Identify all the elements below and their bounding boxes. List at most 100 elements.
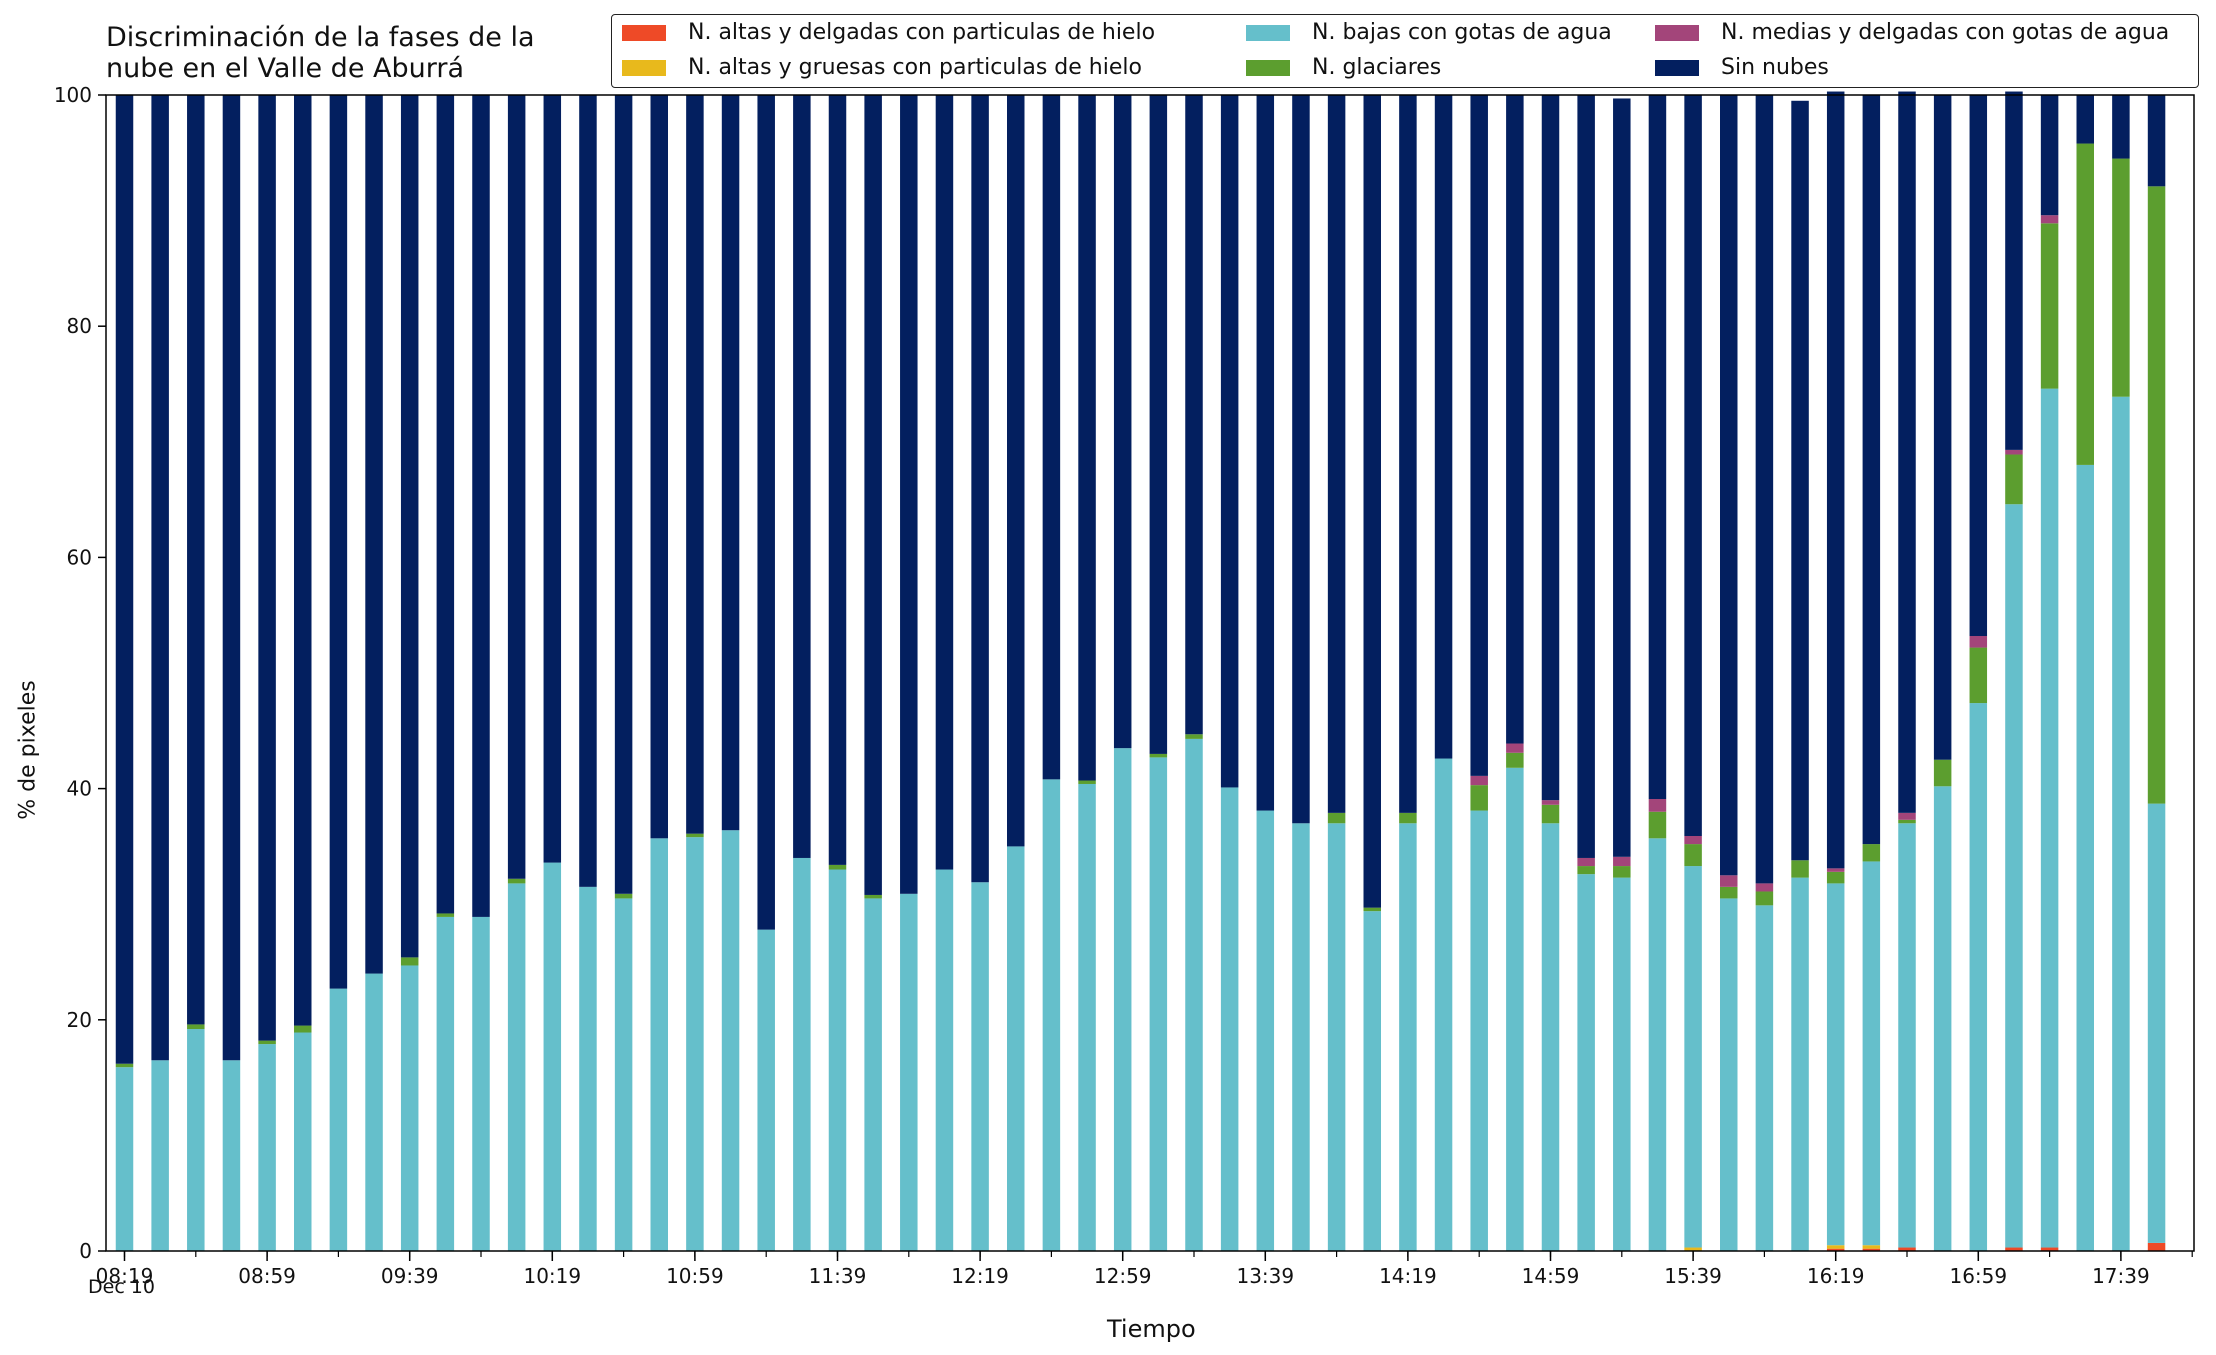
bar-segment bbox=[294, 1025, 312, 1033]
bar-segment bbox=[472, 95, 490, 917]
bar-segment bbox=[935, 869, 954, 1251]
bar-segment bbox=[1648, 838, 1667, 1251]
x-tick-label: 17:39 bbox=[2092, 1264, 2150, 1288]
bar-segment bbox=[1684, 866, 1702, 1248]
bar-segment bbox=[294, 1032, 312, 1251]
bar-segment bbox=[1826, 1248, 1845, 1251]
bar-segment bbox=[2040, 388, 2059, 1248]
x-tick-label: 16:19 bbox=[1807, 1264, 1865, 1288]
legend-item-sin-nubes: Sin nubes bbox=[1655, 55, 1829, 80]
bar-segment bbox=[1648, 811, 1667, 839]
x-tick-label: 12:19 bbox=[951, 1264, 1009, 1288]
x-tick-label: 14:59 bbox=[1522, 1264, 1580, 1288]
bar-segment bbox=[2005, 504, 2023, 1248]
bar-segment bbox=[686, 95, 704, 834]
bar-segment bbox=[614, 898, 633, 1251]
bar-segment bbox=[2147, 186, 2166, 804]
y-tick-label: 40 bbox=[67, 777, 92, 801]
bar-segment bbox=[2112, 158, 2130, 397]
bar-segment bbox=[1042, 95, 1061, 780]
x-tick-label: 10:59 bbox=[666, 1264, 724, 1288]
bar-segment bbox=[1755, 905, 1774, 1251]
bar-segment bbox=[2040, 1247, 2059, 1251]
bar-segment bbox=[1506, 743, 1524, 753]
bar-segment bbox=[1826, 883, 1845, 1246]
bar-segment bbox=[329, 988, 348, 1251]
bar-segment bbox=[1898, 812, 1916, 820]
bar-segment bbox=[1506, 752, 1524, 768]
bar-segment bbox=[1292, 95, 1310, 824]
bar-segment bbox=[400, 957, 419, 966]
bar-segment bbox=[1327, 812, 1346, 824]
bar-segment bbox=[543, 95, 562, 863]
x-tick-label: 10:19 bbox=[523, 1264, 581, 1288]
bar-segment bbox=[579, 886, 597, 1251]
legend-label: N. altas y gruesas con particulas de hie… bbox=[688, 55, 1142, 80]
bar-segment bbox=[1577, 866, 1595, 875]
legend-item-altas-gruesas: N. altas y gruesas con particulas de hie… bbox=[622, 55, 1142, 80]
bar-segment bbox=[1007, 95, 1025, 847]
bar-segment bbox=[1399, 812, 1417, 824]
bar-segment bbox=[1933, 759, 1952, 787]
bar-segment bbox=[1149, 753, 1168, 758]
bar-segment bbox=[721, 95, 740, 831]
bar-segment bbox=[1327, 95, 1346, 813]
y-axis-label-text: % de pixeles bbox=[15, 680, 41, 820]
bar-segment bbox=[1470, 95, 1488, 776]
legend-swatch bbox=[1655, 59, 1699, 76]
bar-segment bbox=[864, 894, 882, 899]
bar-segment bbox=[1898, 1247, 1916, 1251]
bar-segment bbox=[1933, 95, 1952, 760]
bar-segment bbox=[2040, 223, 2059, 389]
bar-segment bbox=[365, 973, 383, 1251]
bar-segment bbox=[2005, 1247, 2023, 1251]
bar-segment bbox=[222, 95, 241, 1061]
y-tick-label: 0 bbox=[79, 1239, 92, 1263]
x-axis-label: Tiempo bbox=[1107, 1315, 1196, 1343]
legend-label: Sin nubes bbox=[1721, 55, 1829, 80]
bar-segment bbox=[1506, 95, 1524, 744]
bar-segment bbox=[258, 1040, 276, 1045]
bar-segment bbox=[2040, 215, 2059, 224]
bar-segment bbox=[151, 1060, 169, 1251]
bar-segment bbox=[1684, 844, 1702, 867]
y-tick-label: 80 bbox=[67, 314, 92, 338]
chart-title: Discriminación de la fases de la nube en… bbox=[106, 22, 535, 84]
bar-segment bbox=[1220, 787, 1239, 1251]
x-tick-label: 08:59 bbox=[238, 1264, 296, 1288]
bar-segment bbox=[1434, 95, 1453, 759]
bar-segment bbox=[1684, 95, 1702, 836]
bar-segment bbox=[115, 1063, 134, 1068]
legend-swatch bbox=[622, 24, 666, 41]
bar-segment bbox=[1042, 779, 1061, 1251]
legend-swatch bbox=[1246, 59, 1290, 76]
legend-item-glaciares: N. glaciares bbox=[1246, 55, 1441, 80]
bar-segment bbox=[2147, 95, 2166, 187]
bar-segment bbox=[2147, 803, 2166, 1243]
bar-segment bbox=[1862, 1248, 1881, 1251]
bar-segment bbox=[2005, 91, 2023, 450]
bar-segment bbox=[1470, 785, 1488, 811]
x-tick-label: 11:39 bbox=[809, 1264, 867, 1288]
bar-segment bbox=[1969, 703, 1988, 1251]
bar-segment bbox=[1541, 95, 1560, 801]
bar-segment bbox=[1648, 95, 1667, 799]
x-tick-label: 13:39 bbox=[1236, 1264, 1294, 1288]
bar-segment bbox=[1577, 874, 1595, 1251]
bar-segment bbox=[1363, 911, 1381, 1251]
bar-segment bbox=[329, 95, 348, 989]
legend-label: N. medias y delgadas con gotas de agua bbox=[1721, 20, 2170, 45]
bar-segment bbox=[151, 95, 169, 1061]
bar-segment bbox=[1862, 861, 1881, 1246]
bar-segment bbox=[1363, 907, 1381, 912]
bar-segment bbox=[1613, 856, 1631, 867]
chart-legend: N. altas y delgadas con particulas de hi… bbox=[611, 14, 2199, 88]
bar-segment bbox=[187, 1029, 205, 1251]
bar-segment bbox=[507, 878, 526, 884]
bar-segment bbox=[721, 830, 740, 1251]
bar-segment bbox=[614, 893, 633, 899]
bar-segment bbox=[1113, 748, 1132, 1251]
bar-segment bbox=[258, 95, 276, 1041]
bar-segment bbox=[1470, 810, 1488, 1251]
bar-segment bbox=[1720, 875, 1738, 887]
